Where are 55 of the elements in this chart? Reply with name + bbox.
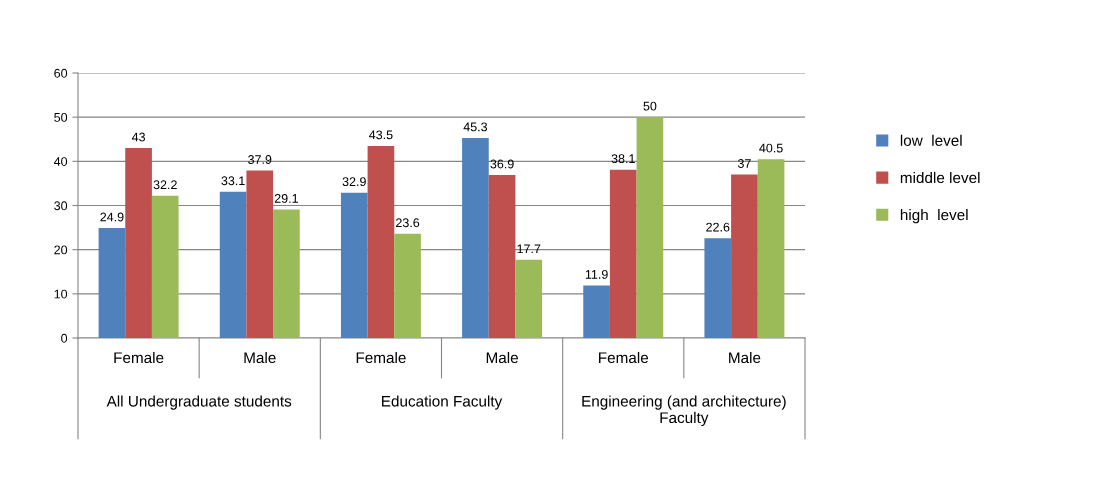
bar — [488, 175, 516, 338]
y-tick-label: 20 — [54, 245, 68, 255]
data-label: 36.9 — [490, 159, 514, 169]
y-tick-label: 50 — [54, 112, 68, 122]
x-tick-label: Female — [599, 351, 649, 364]
bar — [98, 228, 126, 338]
y-tick-label: 30 — [54, 201, 68, 211]
bar — [757, 159, 785, 338]
bar — [609, 169, 637, 338]
text: Engineering (and architecture) Faculty — [582, 395, 786, 427]
bar — [731, 174, 758, 338]
bar — [583, 285, 610, 338]
bar — [394, 233, 421, 338]
bar — [219, 191, 247, 338]
data-label: 43.5 — [369, 130, 393, 140]
bar — [151, 195, 179, 338]
x-tick-label: Male — [486, 351, 518, 364]
data-label: 33.1 — [221, 176, 245, 186]
bar — [273, 209, 300, 338]
x-tick-label: Male — [244, 351, 276, 364]
legend-label: middle level — [900, 171, 980, 184]
bar — [515, 259, 543, 338]
data-label: 32.9 — [342, 177, 366, 187]
legend-label: low level — [900, 134, 962, 146]
bar — [462, 137, 489, 338]
data-label: 37.9 — [248, 155, 272, 164]
bar — [246, 170, 274, 338]
y-tick-label: 10 — [54, 289, 68, 299]
data-label: 23.6 — [396, 218, 420, 228]
data-label: 50 — [643, 101, 657, 111]
data-label: 24.9 — [100, 212, 124, 222]
data-label: 32.2 — [153, 180, 177, 190]
data-label: 11.9 — [585, 269, 608, 279]
y-tick-label: 60 — [54, 68, 68, 78]
data-label: 40.5 — [759, 143, 783, 153]
y-tick-label: 40 — [53, 157, 68, 166]
data-label: 37 — [737, 159, 751, 168]
bar — [340, 192, 368, 338]
bar — [367, 145, 395, 338]
x-tick-label: Female — [114, 351, 164, 364]
bar — [704, 238, 732, 338]
data-label: 43 — [131, 132, 145, 142]
legend-label: high level — [900, 209, 968, 224]
bar — [125, 148, 152, 338]
x-tick-label: Male — [729, 351, 761, 364]
y-tick-label: 0 — [61, 333, 68, 343]
data-label: 45.3 — [463, 122, 488, 132]
data-label: 22.6 — [706, 222, 730, 232]
text: All Undergraduate students — [106, 395, 292, 410]
data-label: 38.1 — [611, 154, 635, 164]
x-tick-label: Female — [356, 351, 406, 364]
data-label: 29.1 — [274, 193, 298, 203]
text: Education Faculty — [382, 395, 503, 410]
data-label: 17.7 — [517, 244, 541, 254]
bar — [636, 117, 664, 338]
